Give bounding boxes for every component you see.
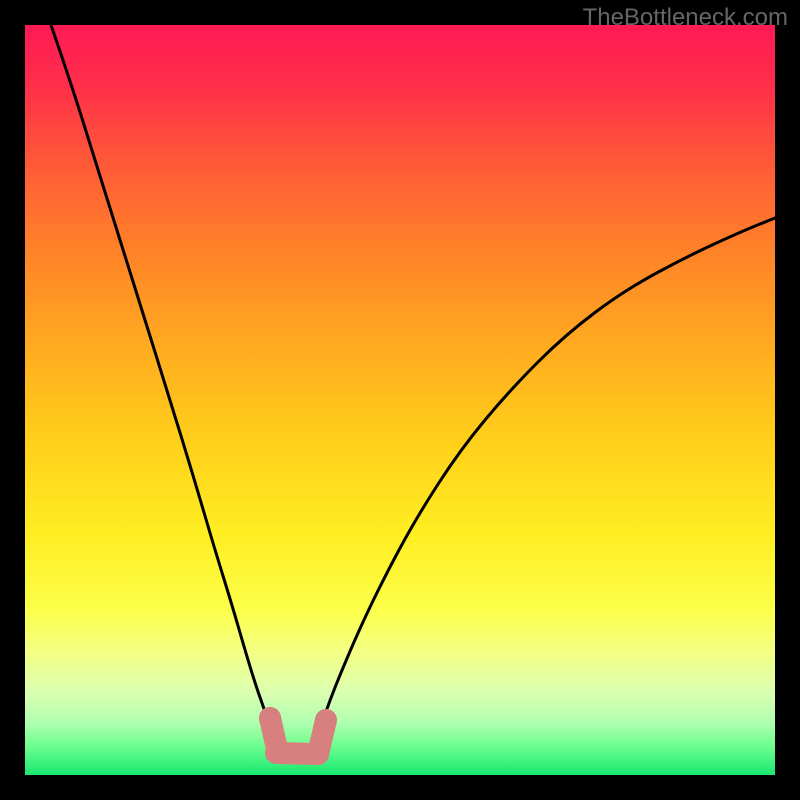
watermark-text: TheBottleneck.com [583,4,788,32]
bottleneck-chart: TheBottleneck.com [0,0,800,800]
chart-svg [0,0,800,800]
